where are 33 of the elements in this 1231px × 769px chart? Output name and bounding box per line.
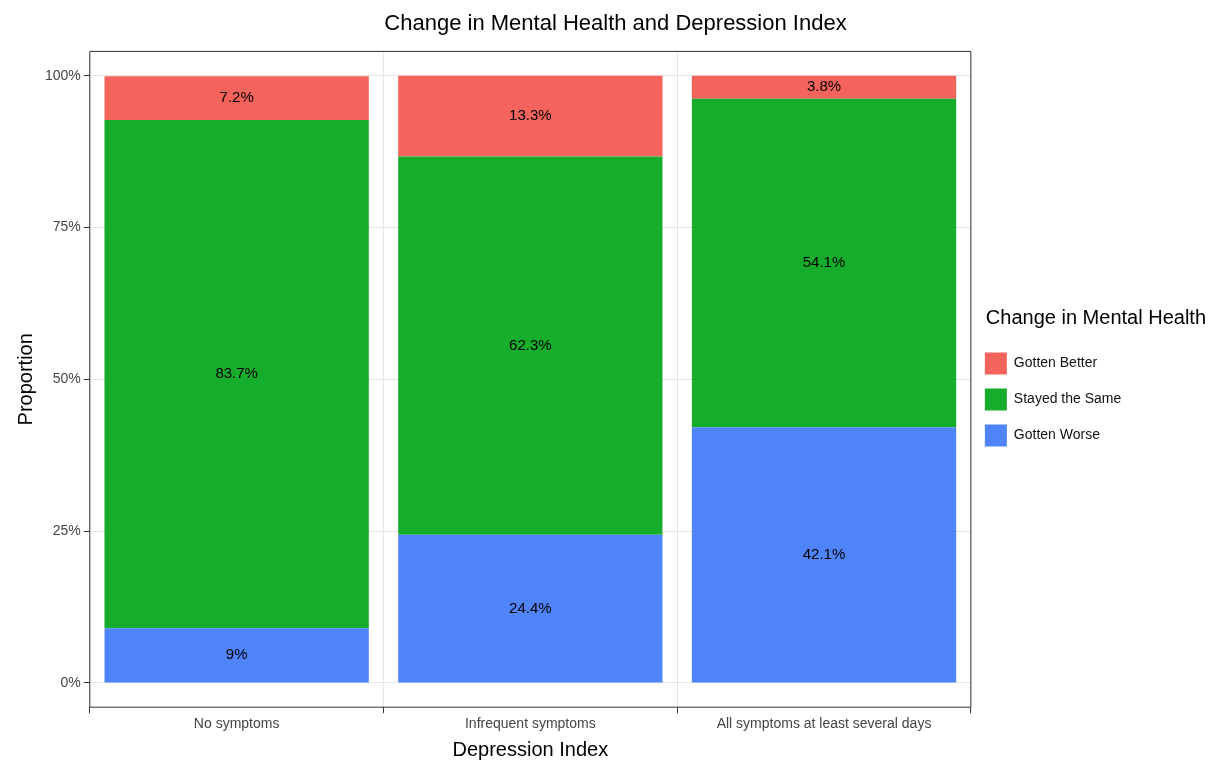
y-tick-label: 75% [52,218,81,235]
bar [691,427,957,683]
data-label: 3.8% [806,77,842,95]
bar [104,76,369,121]
bar [398,75,663,157]
bar [398,156,663,535]
data-label: 7.2% [219,88,254,106]
bar [398,534,663,683]
legend-title: Change in Mental Health [985,306,1206,329]
legend-label: Gotten Worse [1013,426,1101,443]
y-tick-label: 50% [52,370,81,387]
legend-label: Stayed the Same [1013,390,1122,407]
y-tick-label: 0% [60,673,81,690]
bar [691,75,957,99]
x-tick-label: No symptoms [193,715,280,732]
data-label: 62.3% [509,335,552,353]
bar [104,628,369,683]
data-label: 9% [225,645,248,663]
x-tick-label: Infrequent symptoms [464,715,596,732]
y-axis-title: Proportion [13,333,36,426]
x-axis-title: Depression Index [452,737,609,760]
bar [691,98,957,428]
y-tick-label: 100% [44,66,81,83]
data-label: 42.1% [802,544,846,562]
chart-title: Change in Mental Health and Depression Index [384,10,847,36]
data-label: 24.4% [509,598,552,616]
y-tick-label: 25% [52,521,81,538]
data-label: 13.3% [509,106,552,124]
data-label: 83.7% [215,364,258,382]
legend-label: Gotten Better [1013,354,1098,371]
data-label: 54.1% [802,253,846,271]
bar [104,120,369,629]
x-tick-label: All symptoms at least several days [716,715,932,732]
